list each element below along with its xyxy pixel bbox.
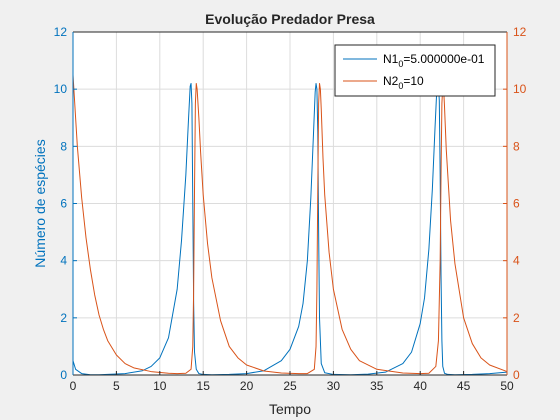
- y-right-tick-label: 0: [513, 368, 520, 382]
- legend: N10=5.000000e-01 N20=10: [334, 44, 496, 97]
- series-line-2: [72, 74, 508, 375]
- y-right-tick-label: 10: [513, 82, 527, 96]
- x-tick-label: 45: [457, 379, 471, 393]
- y-right-tick-label: 12: [513, 25, 527, 39]
- x-tick-label: 30: [327, 379, 341, 393]
- legend-label-1: N10=5.000000e-01: [383, 52, 485, 69]
- chart-title: Evolução Predador Presa: [205, 11, 375, 27]
- x-tick-label: 25: [283, 379, 297, 393]
- y-left-tick-label: 10: [54, 82, 68, 96]
- y-left-tick-label: 4: [60, 254, 67, 268]
- y-left-tick-label: 8: [60, 139, 67, 153]
- y-axis-label-left: Número de espécies: [32, 139, 48, 267]
- y-right-tick-label: 8: [513, 139, 520, 153]
- legend-box: [334, 44, 496, 97]
- x-tick-label: 5: [113, 379, 120, 393]
- x-tick-label: 10: [153, 379, 167, 393]
- x-tick-label: 15: [197, 379, 211, 393]
- y-right-tick-label: 4: [513, 254, 520, 268]
- y-right-tick-label: 2: [513, 311, 520, 325]
- x-tick-label: 0: [70, 379, 77, 393]
- y-left-tick-label: 0: [60, 368, 67, 382]
- x-tick-label: 50: [500, 379, 514, 393]
- x-tick-label: 20: [240, 379, 254, 393]
- y-left-tick-label: 6: [60, 197, 67, 211]
- y-left-tick-label: 2: [60, 311, 67, 325]
- y-left-tick-label: 12: [54, 25, 68, 39]
- y-right-tick-label: 6: [513, 197, 520, 211]
- x-axis-label: Tempo: [269, 401, 311, 417]
- x-tick-label: 40: [414, 379, 428, 393]
- legend-label-2: N20=10: [383, 74, 424, 91]
- x-tick-label: 35: [370, 379, 384, 393]
